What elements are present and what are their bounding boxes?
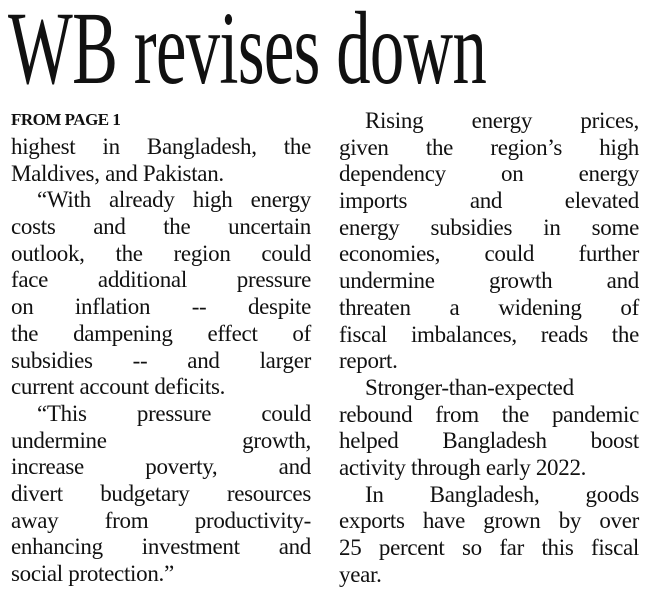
text-line: 25 percent so far this fiscal — [339, 535, 639, 560]
text-line: given the region’s high — [339, 134, 639, 160]
text-line: Stronger-than-expected — [365, 374, 574, 400]
text-line: highest in Bangladesh, the — [11, 134, 311, 159]
text-line: threaten a widening of — [339, 294, 639, 320]
text-line: social protection.” — [11, 561, 174, 586]
text-line: divert budgetary resources — [11, 480, 311, 506]
text-line: outlook, the region could — [11, 240, 311, 266]
text-line: report. — [339, 348, 398, 374]
text-line: helped Bangladesh boost — [339, 428, 639, 454]
text-line: the dampening effect of — [11, 320, 311, 346]
text-line: costs and the uncertain — [11, 214, 311, 240]
text-line: increase poverty, and — [11, 454, 311, 480]
paragraph: Rising energy prices, given the region’s … — [339, 108, 639, 375]
text-line: rebound from the pandemic — [339, 401, 639, 427]
text-line: on inflation -- despite — [11, 294, 311, 320]
text-line: undermine growth and — [339, 268, 639, 294]
text-line: energy subsidies in some — [339, 214, 639, 240]
text-line: Maldives, and Pakistan. — [11, 160, 224, 186]
paragraph: “With already high energy costs and the u… — [11, 187, 311, 401]
text-line: “This pressure could — [37, 400, 311, 426]
text-line: subsidies -- and larger — [11, 347, 311, 373]
text-line: imports and elevated — [339, 188, 639, 214]
paragraph: Stronger-than-expected rebound from the p… — [339, 375, 639, 482]
text-line: enhancing investment and — [11, 534, 311, 560]
headline: WB revises down — [8, 0, 487, 106]
text-line: away from productivity- — [11, 507, 311, 533]
text-line: Rising energy prices, — [365, 108, 639, 133]
from-page-label: FROM PAGE 1 — [11, 110, 121, 129]
text-line: current account deficits. — [11, 374, 226, 400]
paragraph: In Bangladesh, goods exports have grown b… — [339, 482, 639, 589]
text-line: undermine growth, — [11, 427, 311, 453]
text-line: face additional pressure — [11, 267, 311, 293]
paragraph: highest in Bangladesh, the Maldives, and … — [11, 134, 311, 187]
text-line: economies, could further — [339, 241, 639, 267]
text-line: fiscal imbalances, reads the — [339, 321, 639, 347]
text-line: In Bangladesh, goods — [365, 481, 639, 507]
text-line: dependency on energy — [339, 161, 639, 187]
text-line: exports have grown by over — [339, 508, 639, 534]
left-column: highest in Bangladesh, the Maldives, and … — [11, 134, 311, 588]
paragraph: “This pressure could undermine growth, inc… — [11, 401, 311, 588]
text-line: activity through early 2022. — [339, 454, 587, 480]
text-line: “With already high energy — [37, 187, 311, 213]
text-line: year. — [339, 561, 382, 587]
right-column: Rising energy prices, given the region’s … — [339, 108, 639, 588]
